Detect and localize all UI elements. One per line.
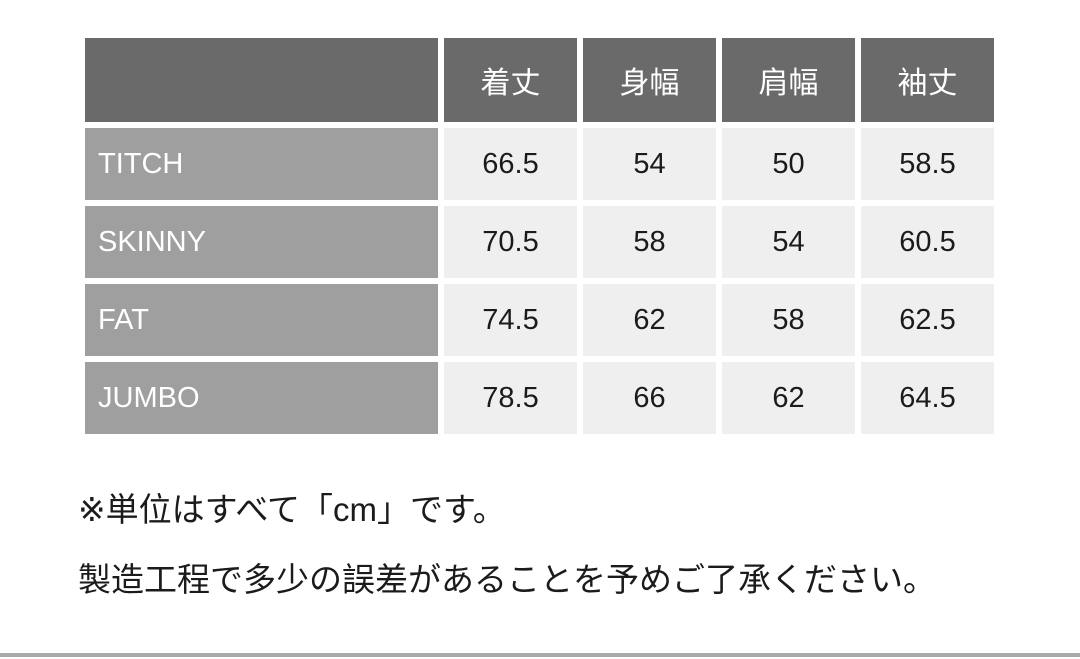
row-label-skinny: SKINNY <box>85 206 438 278</box>
column-header-shoulder-width: 肩幅 <box>722 38 855 122</box>
size-cell: 78.5 <box>444 362 577 434</box>
size-cell: 58.5 <box>861 128 994 200</box>
size-cell: 50 <box>722 128 855 200</box>
size-cell: 62.5 <box>861 284 994 356</box>
size-cell: 62 <box>722 362 855 434</box>
size-chart-table: 着丈 身幅 肩幅 袖丈 TITCH 66.5 54 50 58.5 SKINNY… <box>85 38 994 434</box>
size-cell: 62 <box>583 284 716 356</box>
column-header-body-width: 身幅 <box>583 38 716 122</box>
size-cell: 64.5 <box>861 362 994 434</box>
size-cell: 66.5 <box>444 128 577 200</box>
corner-cell <box>85 38 438 122</box>
size-cell: 74.5 <box>444 284 577 356</box>
bottom-divider <box>0 653 1080 657</box>
column-header-body-length: 着丈 <box>444 38 577 122</box>
size-cell: 58 <box>722 284 855 356</box>
size-cell: 60.5 <box>861 206 994 278</box>
size-cell: 54 <box>583 128 716 200</box>
unit-note: ※単位はすべて「cm」です。 <box>78 491 506 528</box>
size-cell: 70.5 <box>444 206 577 278</box>
footnotes: ※単位はすべて「cm」です。 製造工程で多少の誤差があることを予めご了承ください… <box>78 481 968 609</box>
column-header-sleeve-length: 袖丈 <box>861 38 994 122</box>
size-cell: 54 <box>722 206 855 278</box>
tolerance-note: 製造工程で多少の誤差があることを予めご了承ください。 <box>78 561 936 598</box>
row-label-fat: FAT <box>85 284 438 356</box>
row-label-jumbo: JUMBO <box>85 362 438 434</box>
size-cell: 66 <box>583 362 716 434</box>
size-cell: 58 <box>583 206 716 278</box>
row-label-titch: TITCH <box>85 128 438 200</box>
